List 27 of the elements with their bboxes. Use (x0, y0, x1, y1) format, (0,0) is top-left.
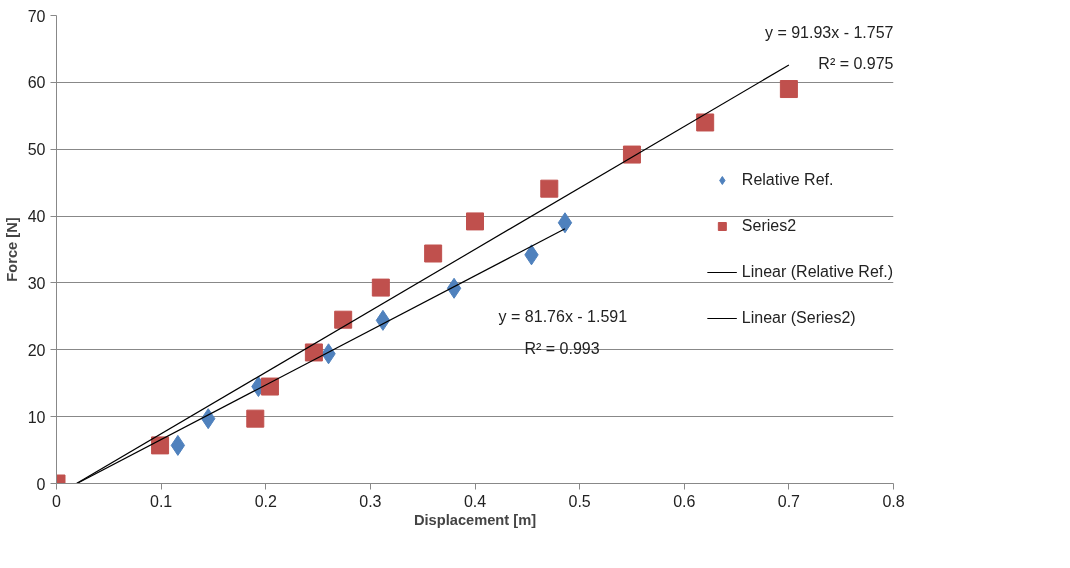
annotation: R² = 0.975 (818, 55, 894, 73)
y-tick-label: 10 (27, 408, 46, 426)
x-tick-label: 0.3 (359, 492, 382, 510)
x-tick-label: 0.8 (882, 492, 905, 510)
x-axis-title: Displacement [m] (413, 511, 537, 528)
x-tick-label: 0.1 (150, 492, 173, 510)
y-axis-title: Force [N] (3, 217, 20, 282)
y-tick-label: 70 (27, 7, 46, 25)
legend-label: Relative Ref. (741, 171, 834, 189)
x-tick-label: 0.2 (254, 492, 277, 510)
legend-label: Linear (Relative Ref.) (741, 263, 893, 281)
y-tick-label: 0 (36, 475, 46, 493)
x-tick-label: 0.4 (463, 492, 487, 510)
x-tick-label: 0.7 (777, 492, 801, 510)
annotation: R² = 0.993 (524, 339, 600, 357)
x-tick-label: 0 (52, 492, 62, 510)
legend-label: Linear (Series2) (741, 309, 856, 327)
y-tick-label: 40 (27, 208, 46, 226)
y-tick-label: 20 (27, 341, 46, 359)
legend-label: Series2 (741, 217, 797, 235)
annotation: y = 81.76x - 1.591 (498, 307, 628, 325)
y-tick-label: 60 (27, 74, 46, 92)
x-tick-label: 0.5 (568, 492, 591, 510)
annotation: y = 91.93x - 1.757 (764, 24, 894, 42)
y-tick-label: 30 (27, 274, 46, 292)
y-tick-label: 50 (27, 141, 46, 159)
x-tick-label: 0.6 (673, 492, 696, 510)
